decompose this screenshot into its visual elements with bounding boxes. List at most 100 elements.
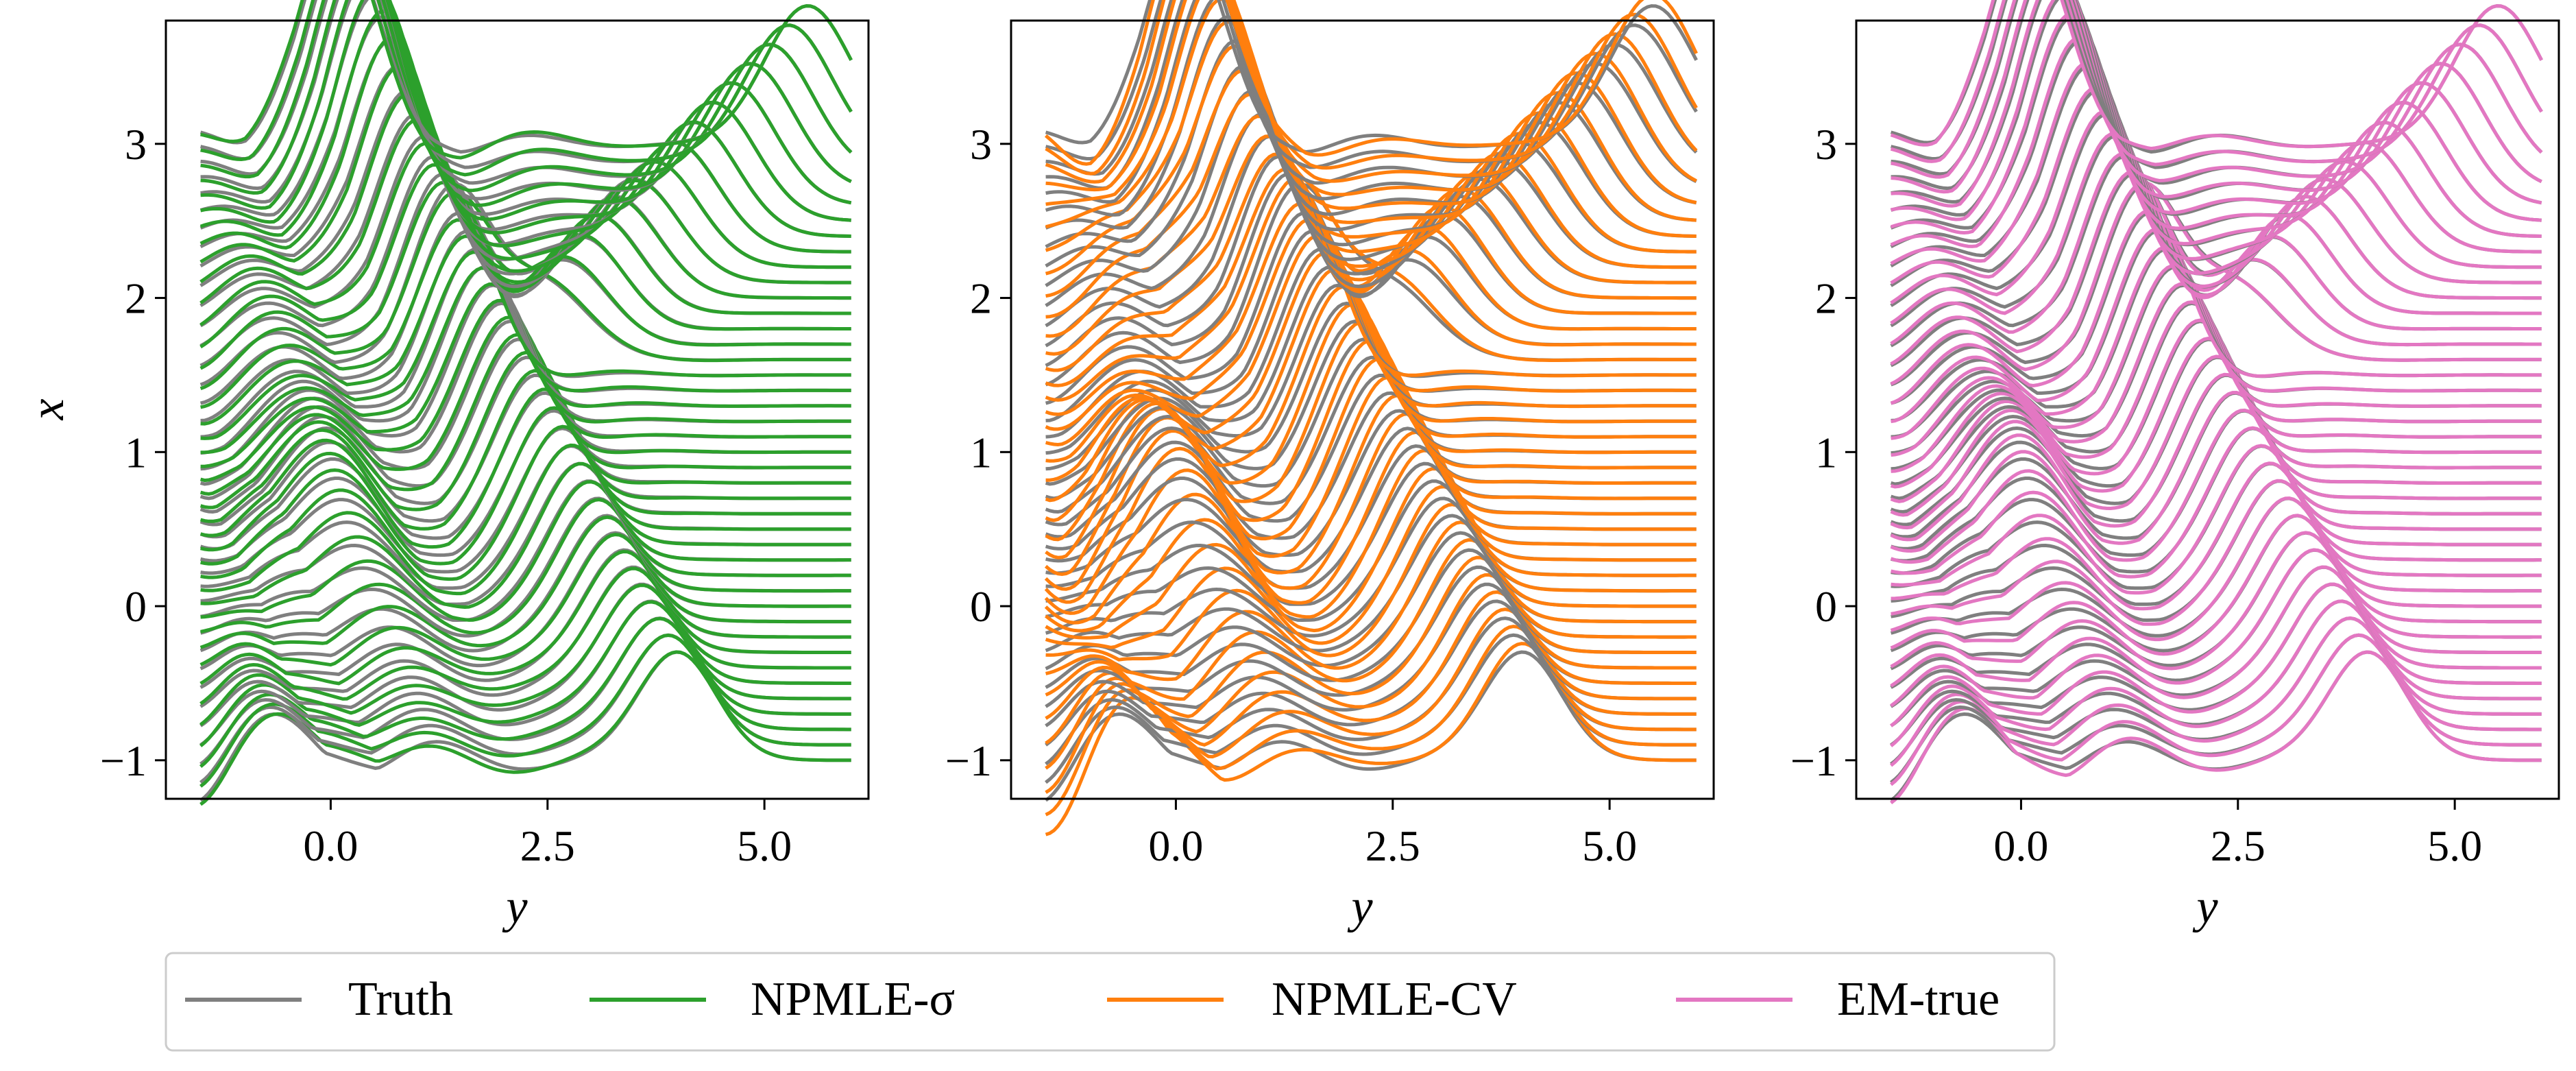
legend-label-npmle-sigma: NPMLE-σ [751, 973, 955, 1026]
ticks-group: 0.0 2.5 5.0 −1 0 1 2 3 [945, 120, 1637, 870]
estimate-ridgeline [1045, 573, 1697, 745]
truth-ridgeline [1045, 15, 1697, 247]
estimate-ridgeline [1045, 152, 1697, 372]
estimate-ridgeline [200, 498, 851, 635]
estimate-ridgeline [1045, 202, 1697, 416]
axes-frame [1855, 19, 2560, 800]
estimate-ridgeline [1890, 496, 2542, 642]
y-tick-label: 0 [125, 582, 147, 631]
estimate-ridgeline [200, 369, 851, 538]
estimate-ridgeline [1045, 44, 1697, 276]
estimate-ridgeline [1890, 390, 2542, 553]
y-tick-label: 3 [970, 120, 992, 169]
y-tick-label: 3 [125, 120, 147, 169]
estimate-ridgeline [1890, 633, 2542, 786]
x-tick-label: 2.5 [1365, 821, 1420, 870]
estimate-ridgeline [200, 0, 853, 160]
estimate-ridgeline [1045, 0, 1697, 229]
estimate-ridgeline [1890, 531, 2542, 671]
estimate-ridgeline [1044, 357, 1697, 577]
estimate-ridgeline [1890, 209, 2542, 405]
x-axis-label: y [1347, 880, 1373, 933]
y-tick-label: 2 [125, 274, 147, 323]
estimate-ridgeline [200, 406, 851, 566]
estimate-ridgeline [1045, 0, 1698, 176]
y-tick-label: 3 [1815, 120, 1837, 169]
curves-group [1890, 0, 2543, 804]
legend-label-em-true: EM-true [1837, 973, 2000, 1026]
estimate-ridgeline [199, 190, 851, 391]
estimate-ridgeline [1045, 20, 1697, 252]
y-tick-label: 1 [970, 428, 992, 477]
estimate-ridgeline [1891, 479, 2542, 626]
x-tick-label: 0.0 [1148, 821, 1203, 870]
y-tick-label: 1 [125, 428, 147, 477]
estimate-ridgeline [1890, 565, 2542, 708]
estimate-ridgeline [1891, 0, 2542, 215]
x-tick-label: 2.5 [520, 821, 575, 870]
estimate-ridgeline [1890, 354, 2542, 530]
estimate-ridgeline [200, 443, 851, 596]
estimate-ridgeline [1045, 485, 1697, 649]
estimate-ridgeline [199, 549, 851, 686]
estimate-ridgeline [1045, 503, 1697, 662]
x-tick-label: 2.5 [2211, 821, 2265, 870]
estimate-ridgeline [1890, 408, 2542, 564]
estimate-ridgeline [1045, 538, 1697, 701]
estimate-ridgeline [1890, 548, 2542, 688]
estimate-ridgeline [1045, 590, 1697, 770]
estimate-ridgeline [1890, 180, 2542, 386]
estimate-ridgeline [1890, 12, 2542, 245]
y-axis-label: x [21, 398, 74, 420]
estimate-ridgeline [1890, 110, 2542, 304]
estimate-ridgeline [200, 0, 853, 177]
estimate-ridgeline [1890, 514, 2542, 656]
estimate-ridgeline [1044, 412, 1697, 615]
x-tick-label: 5.0 [737, 821, 792, 870]
y-tick-label: 0 [970, 582, 992, 631]
estimate-ridgeline [1045, 176, 1697, 402]
y-tick-label: −1 [1790, 736, 1837, 785]
estimate-ridgeline [1890, 170, 2542, 365]
estimate-ridgeline [1891, 0, 2542, 230]
axes-frame [1010, 19, 1715, 800]
estimate-ridgeline [1890, 372, 2542, 542]
estimate-ridgeline [1045, 448, 1697, 633]
estimate-ridgeline [1890, 86, 2542, 289]
estimate-ridgeline [1045, 520, 1697, 682]
estimate-ridgeline [1890, 599, 2542, 747]
estimate-ridgeline [199, 583, 851, 726]
estimate-ridgeline [200, 0, 852, 221]
estimate-ridgeline [200, 218, 851, 409]
estimate-ridgeline [1045, 467, 1697, 640]
panel-em-true: 0.0 2.5 5.0 −1 0 1 2 3 y [1790, 0, 2560, 933]
estimate-ridgeline [1890, 61, 2542, 276]
estimate-ridgeline [199, 9, 851, 248]
estimate-ridgeline [1045, 250, 1697, 463]
panel-npmle-cv: 0.0 2.5 5.0 −1 0 1 2 3 y [945, 0, 1715, 933]
x-axis-label: y [502, 880, 528, 933]
ticks-group: 0.0 2.5 5.0 −1 0 1 2 3 [1790, 120, 2482, 870]
estimate-ridgeline [1890, 0, 2543, 167]
estimate-ridgeline [200, 424, 851, 581]
x-tick-label: 5.0 [1582, 821, 1637, 870]
curves-group [1044, 0, 1698, 837]
estimate-ridgeline [200, 0, 853, 193]
estimate-ridgeline [199, 64, 851, 273]
estimate-ridgeline [199, 533, 851, 667]
truth-ridgeline [1045, 0, 1698, 154]
estimate-ridgeline [199, 92, 851, 285]
x-tick-label: 0.0 [1993, 821, 2048, 870]
legend-label-npmle-cv: NPMLE-CV [1272, 973, 1517, 1026]
estimate-ridgeline [1890, 582, 2542, 727]
x-tick-label: 5.0 [2427, 821, 2482, 870]
truth-ridgeline [1045, 0, 1698, 169]
ticks-group: 0.0 2.5 5.0 −1 0 1 2 3 [100, 120, 792, 870]
y-tick-label: 2 [1815, 274, 1837, 323]
x-axis-label: y [2192, 880, 2218, 933]
estimate-ridgeline [199, 118, 851, 304]
estimate-ridgeline [1890, 0, 2543, 151]
estimate-ridgeline [1891, 461, 2542, 611]
y-tick-label: 2 [970, 274, 992, 323]
